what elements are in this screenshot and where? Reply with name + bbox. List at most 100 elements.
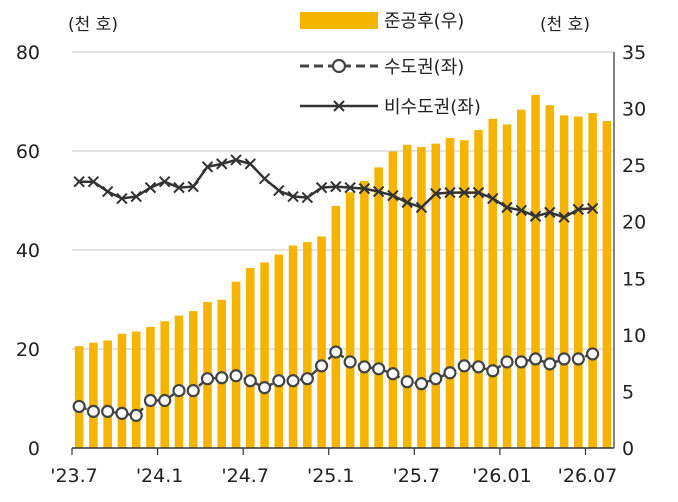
bar-series	[74, 94, 612, 449]
bar	[445, 137, 455, 448]
sudogwon-point	[571, 352, 585, 366]
sudogwon-point	[172, 383, 186, 398]
bar	[517, 109, 526, 449]
bar	[288, 245, 298, 448]
bar	[246, 268, 255, 448]
bar	[459, 140, 469, 448]
bisudogwon-point	[586, 202, 599, 215]
sudogwon-point	[414, 377, 429, 391]
bisudogwon-point	[130, 190, 142, 203]
sudogwon-point	[300, 372, 314, 386]
x-tick-label: '25.7	[393, 465, 441, 487]
sudogwon-point	[528, 352, 543, 366]
axes: 0 20 40 60 80 0 5 10 15 20 25 30 35 '23.7 '24.1 '24.7 '2…	[16, 42, 646, 487]
x-tick-label: '24.7	[221, 465, 269, 487]
legend-label-bar: 준공후(우)	[384, 11, 464, 32]
bisudogwon-point	[430, 187, 442, 200]
sudogwon-point	[514, 355, 528, 369]
right-tick-label: 0	[622, 438, 634, 460]
bar	[89, 342, 98, 448]
sudogwon-point	[486, 364, 500, 378]
right-tick-label: 20	[622, 212, 646, 234]
bar	[317, 236, 326, 448]
legend-cross-marker-b	[333, 100, 345, 112]
sudogwon-point	[400, 375, 414, 389]
bisudogwon-point	[301, 191, 314, 204]
bisudogwon-point	[216, 158, 228, 170]
bar	[131, 331, 141, 448]
bisudogwon-point	[315, 181, 328, 194]
sudogwon-point	[343, 355, 357, 369]
sudogwon-point	[243, 374, 257, 388]
left-tick-label: 0	[28, 438, 40, 460]
bar	[545, 105, 555, 449]
sudogwon-point	[200, 372, 215, 386]
bisudogwon-point	[116, 192, 128, 205]
right-tick-label: 5	[622, 381, 634, 403]
bisudogwon-point	[401, 196, 413, 209]
bar	[260, 262, 269, 448]
bar	[588, 113, 597, 449]
bar	[402, 144, 412, 448]
line-series	[72, 154, 600, 422]
sudogwon-point	[115, 406, 129, 420]
bisudogwon-point	[230, 154, 242, 166]
right-tick-label: 35	[622, 42, 646, 64]
sudogwon-point	[543, 357, 557, 371]
bisudogwon-point	[472, 186, 485, 199]
bar	[174, 315, 184, 448]
bar	[374, 167, 383, 449]
sudogwon-point	[72, 399, 86, 414]
x-tick-label: '26.01	[472, 465, 532, 487]
bar	[117, 333, 127, 448]
bisudogwon-point	[273, 184, 285, 197]
bar	[146, 326, 155, 448]
bar	[360, 180, 369, 449]
bisudogwon-point	[244, 158, 256, 170]
bisudogwon-point	[529, 210, 542, 223]
sudogwon-point	[186, 383, 200, 398]
bar	[417, 147, 426, 449]
bar	[345, 192, 355, 448]
bar	[602, 121, 612, 448]
left-tick-label: 40	[16, 240, 40, 262]
x-tick-label: '23.7	[50, 465, 98, 487]
bisudogwon-point	[372, 185, 385, 198]
bisudogwon-point	[415, 201, 428, 214]
bisudogwon-point	[515, 204, 527, 217]
right-tick-label: 30	[622, 99, 646, 121]
left-tick-label: 20	[16, 339, 40, 361]
bisudogwon-point	[258, 173, 271, 185]
bisudogwon-point	[501, 201, 513, 214]
bar	[431, 143, 440, 448]
legend: 준공후(우) 수도권(좌) 비수도권(좌)	[300, 11, 481, 118]
bisudogwon-point	[87, 175, 100, 188]
left-tick-label: 80	[16, 42, 40, 64]
legend-circle-marker	[331, 58, 347, 74]
bisudogwon-point	[101, 185, 114, 198]
bisudogwon-point	[330, 180, 342, 193]
left-axis-unit: (천 호)	[68, 15, 118, 35]
right-tick-label: 15	[622, 268, 646, 290]
sudogwon-point	[272, 374, 286, 388]
sudogwon-point	[229, 369, 243, 383]
bisudogwon-point	[572, 203, 585, 216]
bar	[474, 130, 483, 448]
legend-label-cross: 비수도권(좌)	[384, 97, 481, 118]
sudogwon-point	[286, 374, 300, 388]
sudogwon-point	[129, 408, 143, 422]
bar	[502, 124, 512, 448]
sudogwon-point	[557, 352, 571, 366]
x-tick-label: '25.1	[307, 465, 355, 487]
legend-bar-swatch	[300, 12, 378, 29]
x-tick-label: '26.07	[558, 465, 618, 487]
right-tick-label: 10	[622, 325, 646, 347]
right-tick-label: 25	[622, 155, 646, 177]
bisudogwon-point	[458, 186, 470, 199]
bar	[160, 321, 169, 448]
bar	[103, 340, 112, 448]
bar	[331, 205, 341, 448]
bar	[274, 254, 284, 448]
bisudogwon-point	[287, 190, 299, 203]
